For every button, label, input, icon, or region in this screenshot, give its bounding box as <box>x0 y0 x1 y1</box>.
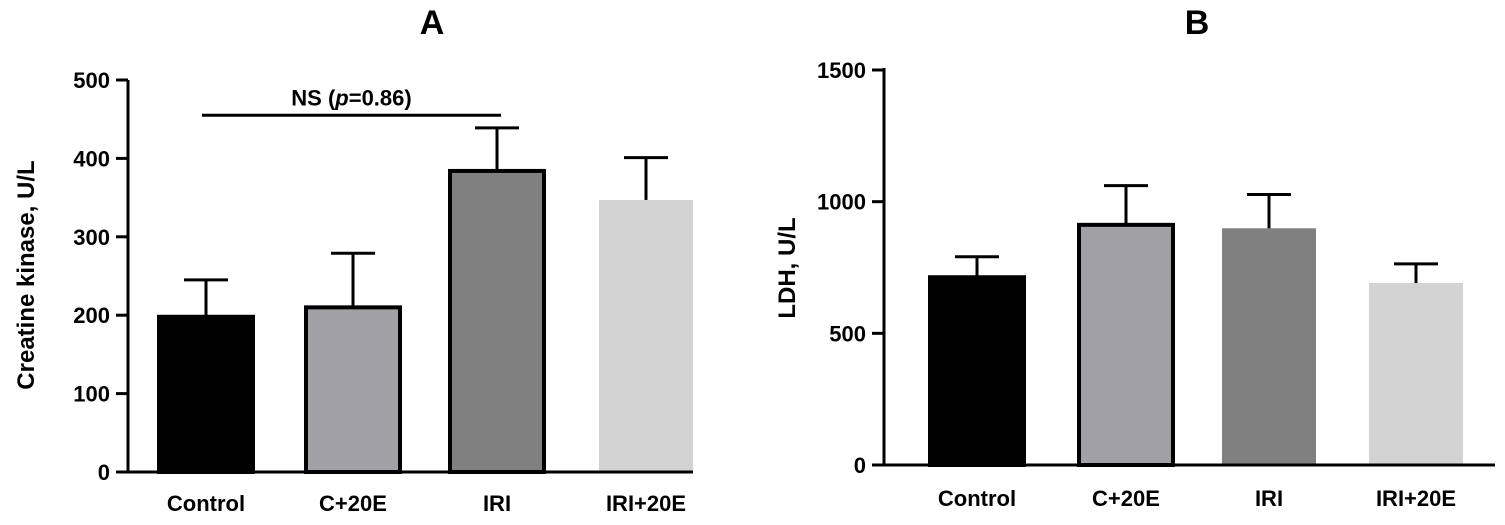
panel-a-category-label-control: Control <box>167 491 245 516</box>
panel-a-y-tick-label-200: 200 <box>73 303 110 328</box>
panel-a-bar-c-20e <box>304 305 402 474</box>
panel-b-category-label-iri-20e: IRI+20E <box>1376 486 1456 511</box>
panel-b-error-bars <box>955 184 1438 284</box>
panel-a-category-label-iri: IRI <box>483 491 511 516</box>
panel-b-bar-iri <box>1222 228 1316 465</box>
panel-b-title: B <box>1185 4 1210 42</box>
panel-b-category-labels: Control C+20E IRI IRI+20E <box>938 486 1456 511</box>
annot-suffix: =0.86) <box>349 85 412 110</box>
annot-italic: p <box>334 85 348 110</box>
panel-a-title: A <box>420 4 445 42</box>
panel-b-category-label-control: Control <box>938 486 1016 511</box>
panel-b-category-label-c-20e: C+20E <box>1092 486 1160 511</box>
panel-a-bar-iri-20e <box>599 199 693 472</box>
panel-b-y-tick-label-0: 0 <box>854 453 866 478</box>
panel-b-bar-c-20e <box>1077 222 1175 467</box>
panel-b-y-axis-title: LDH, U/L <box>774 217 801 318</box>
panel-a-chart: A Creatine kinase, U/L 0100200300400500 … <box>13 4 693 516</box>
annot-prefix: NS ( <box>291 85 336 110</box>
panel-a-y-ticks: 0 100 200 300 400 500 <box>73 68 128 485</box>
panel-b-bar-control <box>928 275 1026 468</box>
panel-a-y-tick-label-500: 500 <box>73 68 110 93</box>
panel-a-y-axis-title: Creatine kinase, U/L <box>13 160 40 389</box>
panel-b-chart: B LDH, U/L 0 500 1000 1500 Control C+20E IRI I… <box>774 4 1495 511</box>
panel-a-category-label-iri-20e: IRI+20E <box>606 491 686 516</box>
panel-a-y-tick-label-300: 300 <box>73 225 110 250</box>
panel-a-category-labels: Control C+20E IRI IRI+20E <box>167 491 686 516</box>
panel-b-bar-iri-20e <box>1369 283 1463 465</box>
panel-b-y-ticks: 0 500 1000 1500 <box>817 58 884 478</box>
panel-a-y-tick-label-400: 400 <box>73 146 110 171</box>
panel-a-significance-label: NS (p=0.86) <box>291 85 411 110</box>
panel-b-y-tick-label-1000: 1000 <box>817 190 866 215</box>
panel-a-bar-control <box>157 314 255 474</box>
panel-a-y-tick-label-100: 100 <box>73 382 110 407</box>
panel-b-bars <box>928 222 1463 468</box>
panel-a-bar-iri <box>448 168 546 474</box>
panel-a-category-label-c-20e: C+20E <box>319 491 387 516</box>
panel-a-significance: NS (p=0.86) <box>202 85 501 117</box>
panel-b-y-tick-label-1500: 1500 <box>817 58 866 83</box>
panel-a-bars <box>157 168 693 474</box>
panel-b-y-tick-label-500: 500 <box>829 321 866 346</box>
panel-a-error-bars <box>184 126 668 317</box>
panel-a-y-tick-label-0: 0 <box>98 460 110 485</box>
panel-b-category-label-iri: IRI <box>1255 486 1283 511</box>
